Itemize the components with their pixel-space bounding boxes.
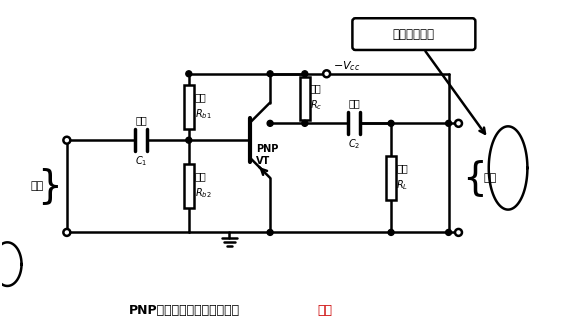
Text: {: { — [463, 159, 487, 197]
Text: 负载: 负载 — [396, 163, 408, 173]
Text: 输出: 输出 — [484, 173, 497, 183]
Circle shape — [267, 71, 273, 77]
Text: }: } — [37, 167, 62, 205]
Text: 电路: 电路 — [318, 304, 333, 317]
Circle shape — [455, 120, 462, 127]
Text: PNP: PNP — [256, 144, 279, 154]
Text: $-V_{cc}$: $-V_{cc}$ — [333, 59, 360, 73]
Circle shape — [63, 137, 70, 144]
Text: $R_L$: $R_L$ — [396, 178, 408, 192]
Text: $R_c$: $R_c$ — [310, 99, 322, 113]
Text: 输入反相信号: 输入反相信号 — [393, 28, 435, 41]
Circle shape — [446, 230, 451, 236]
Text: PNP型晶体管共射极放大单元: PNP型晶体管共射极放大单元 — [129, 304, 241, 317]
Text: 耦合: 耦合 — [136, 115, 147, 125]
Bar — [184, 165, 194, 208]
FancyBboxPatch shape — [353, 18, 475, 50]
Circle shape — [302, 71, 308, 77]
Circle shape — [63, 229, 70, 236]
Bar — [386, 156, 396, 200]
Text: 耦合: 耦合 — [349, 98, 360, 109]
Text: 负载: 负载 — [310, 84, 321, 93]
Text: 偏置: 偏置 — [195, 92, 206, 102]
Circle shape — [267, 120, 273, 126]
Circle shape — [186, 71, 192, 77]
Circle shape — [388, 230, 394, 236]
Text: 偏置: 偏置 — [195, 172, 206, 181]
Text: $C_2$: $C_2$ — [348, 137, 360, 151]
Circle shape — [446, 120, 451, 126]
Text: 输入: 输入 — [31, 181, 44, 191]
Text: VT: VT — [256, 156, 271, 166]
Text: $R_{b2}$: $R_{b2}$ — [195, 186, 211, 200]
Bar — [300, 77, 310, 120]
Circle shape — [267, 230, 273, 236]
Text: $R_{b1}$: $R_{b1}$ — [195, 107, 211, 121]
Circle shape — [323, 70, 330, 77]
Circle shape — [388, 120, 394, 126]
Text: $C_1$: $C_1$ — [135, 154, 147, 168]
Circle shape — [302, 120, 308, 126]
Circle shape — [186, 137, 192, 143]
Circle shape — [455, 229, 462, 236]
Bar — [184, 85, 194, 129]
